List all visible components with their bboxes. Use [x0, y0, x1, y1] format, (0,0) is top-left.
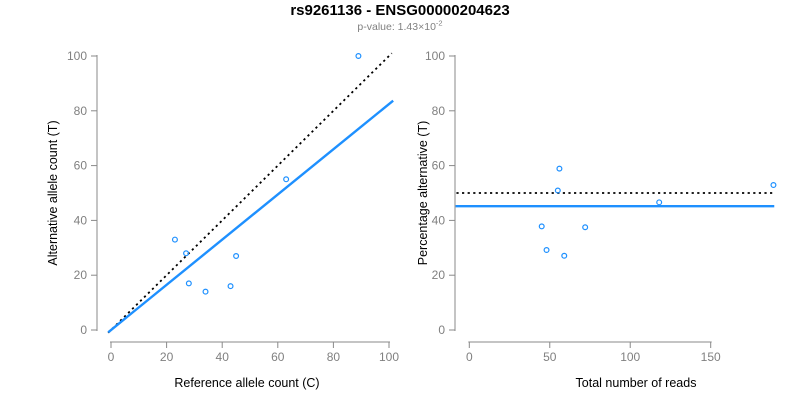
x-tick-label: 150 — [701, 350, 721, 364]
data-point — [554, 187, 561, 194]
data-point — [543, 246, 550, 253]
y-axis-title: Percentage alternative (T) — [416, 121, 430, 266]
y-tick-label: 80 — [432, 104, 446, 118]
x-tick-label: 80 — [327, 350, 341, 364]
y-tick-label: 20 — [432, 268, 446, 282]
percentage-scatter-plot: 0 20 40 60 80 100 0 50 100 150 Total number of rea… — [416, 49, 777, 390]
data-point — [233, 253, 240, 260]
allele-count-scatter-plot: 0 20 40 60 80 100 0 20 40 60 80 100 Reference allele… — [46, 49, 399, 390]
x-tick-label: 20 — [160, 350, 174, 364]
y-tick-label: 0 — [438, 323, 445, 337]
y-tick-label: 0 — [80, 323, 87, 337]
x-tick-label: 60 — [271, 350, 285, 364]
data-point — [582, 224, 589, 231]
y-tick-label: 40 — [74, 213, 88, 227]
figure-header: rs9261136 - ENSG00000204623 p-value: 1.4… — [0, 2, 800, 33]
y-tick-label: 100 — [425, 49, 445, 63]
p-value-label: p-value: — [357, 21, 398, 33]
data-point — [556, 165, 563, 172]
p-value-mantissa: 1.43×10 — [397, 21, 436, 33]
x-tick-label: 100 — [620, 350, 640, 364]
x-axis-title: Reference allele count (C) — [174, 376, 319, 390]
x-axis-title: Total number of reads — [576, 376, 697, 390]
y-axis-title: Alternative allele count (T) — [46, 120, 60, 265]
x-tick-label: 50 — [543, 350, 557, 364]
plot-title: rs9261136 - ENSG00000204623 — [290, 2, 510, 19]
x-tick-label: 100 — [379, 350, 399, 364]
data-point — [202, 288, 209, 295]
p-value-exponent: -2 — [435, 18, 443, 28]
data-point — [355, 53, 362, 60]
x-tick-label: 40 — [216, 350, 230, 364]
identity-line — [107, 52, 393, 334]
data-point — [656, 199, 663, 206]
y-tick-label: 60 — [74, 159, 88, 173]
data-point — [770, 182, 777, 189]
p-value-subtitle: p-value: 1.43×10-2 — [0, 18, 800, 33]
y-tick-label: 80 — [74, 104, 88, 118]
data-point — [283, 176, 290, 183]
data-point — [185, 280, 192, 287]
data-point — [538, 223, 545, 230]
data-point — [561, 252, 568, 259]
fitted-ratio-line — [107, 99, 394, 334]
data-point — [183, 250, 190, 257]
y-tick-label: 40 — [432, 213, 446, 227]
x-tick-label: 0 — [466, 350, 473, 364]
y-tick-label: 100 — [67, 49, 87, 63]
data-point — [227, 283, 234, 290]
x-tick-label: 0 — [108, 350, 115, 364]
data-point — [171, 236, 178, 243]
y-tick-label: 20 — [74, 268, 88, 282]
y-tick-label: 60 — [432, 159, 446, 173]
